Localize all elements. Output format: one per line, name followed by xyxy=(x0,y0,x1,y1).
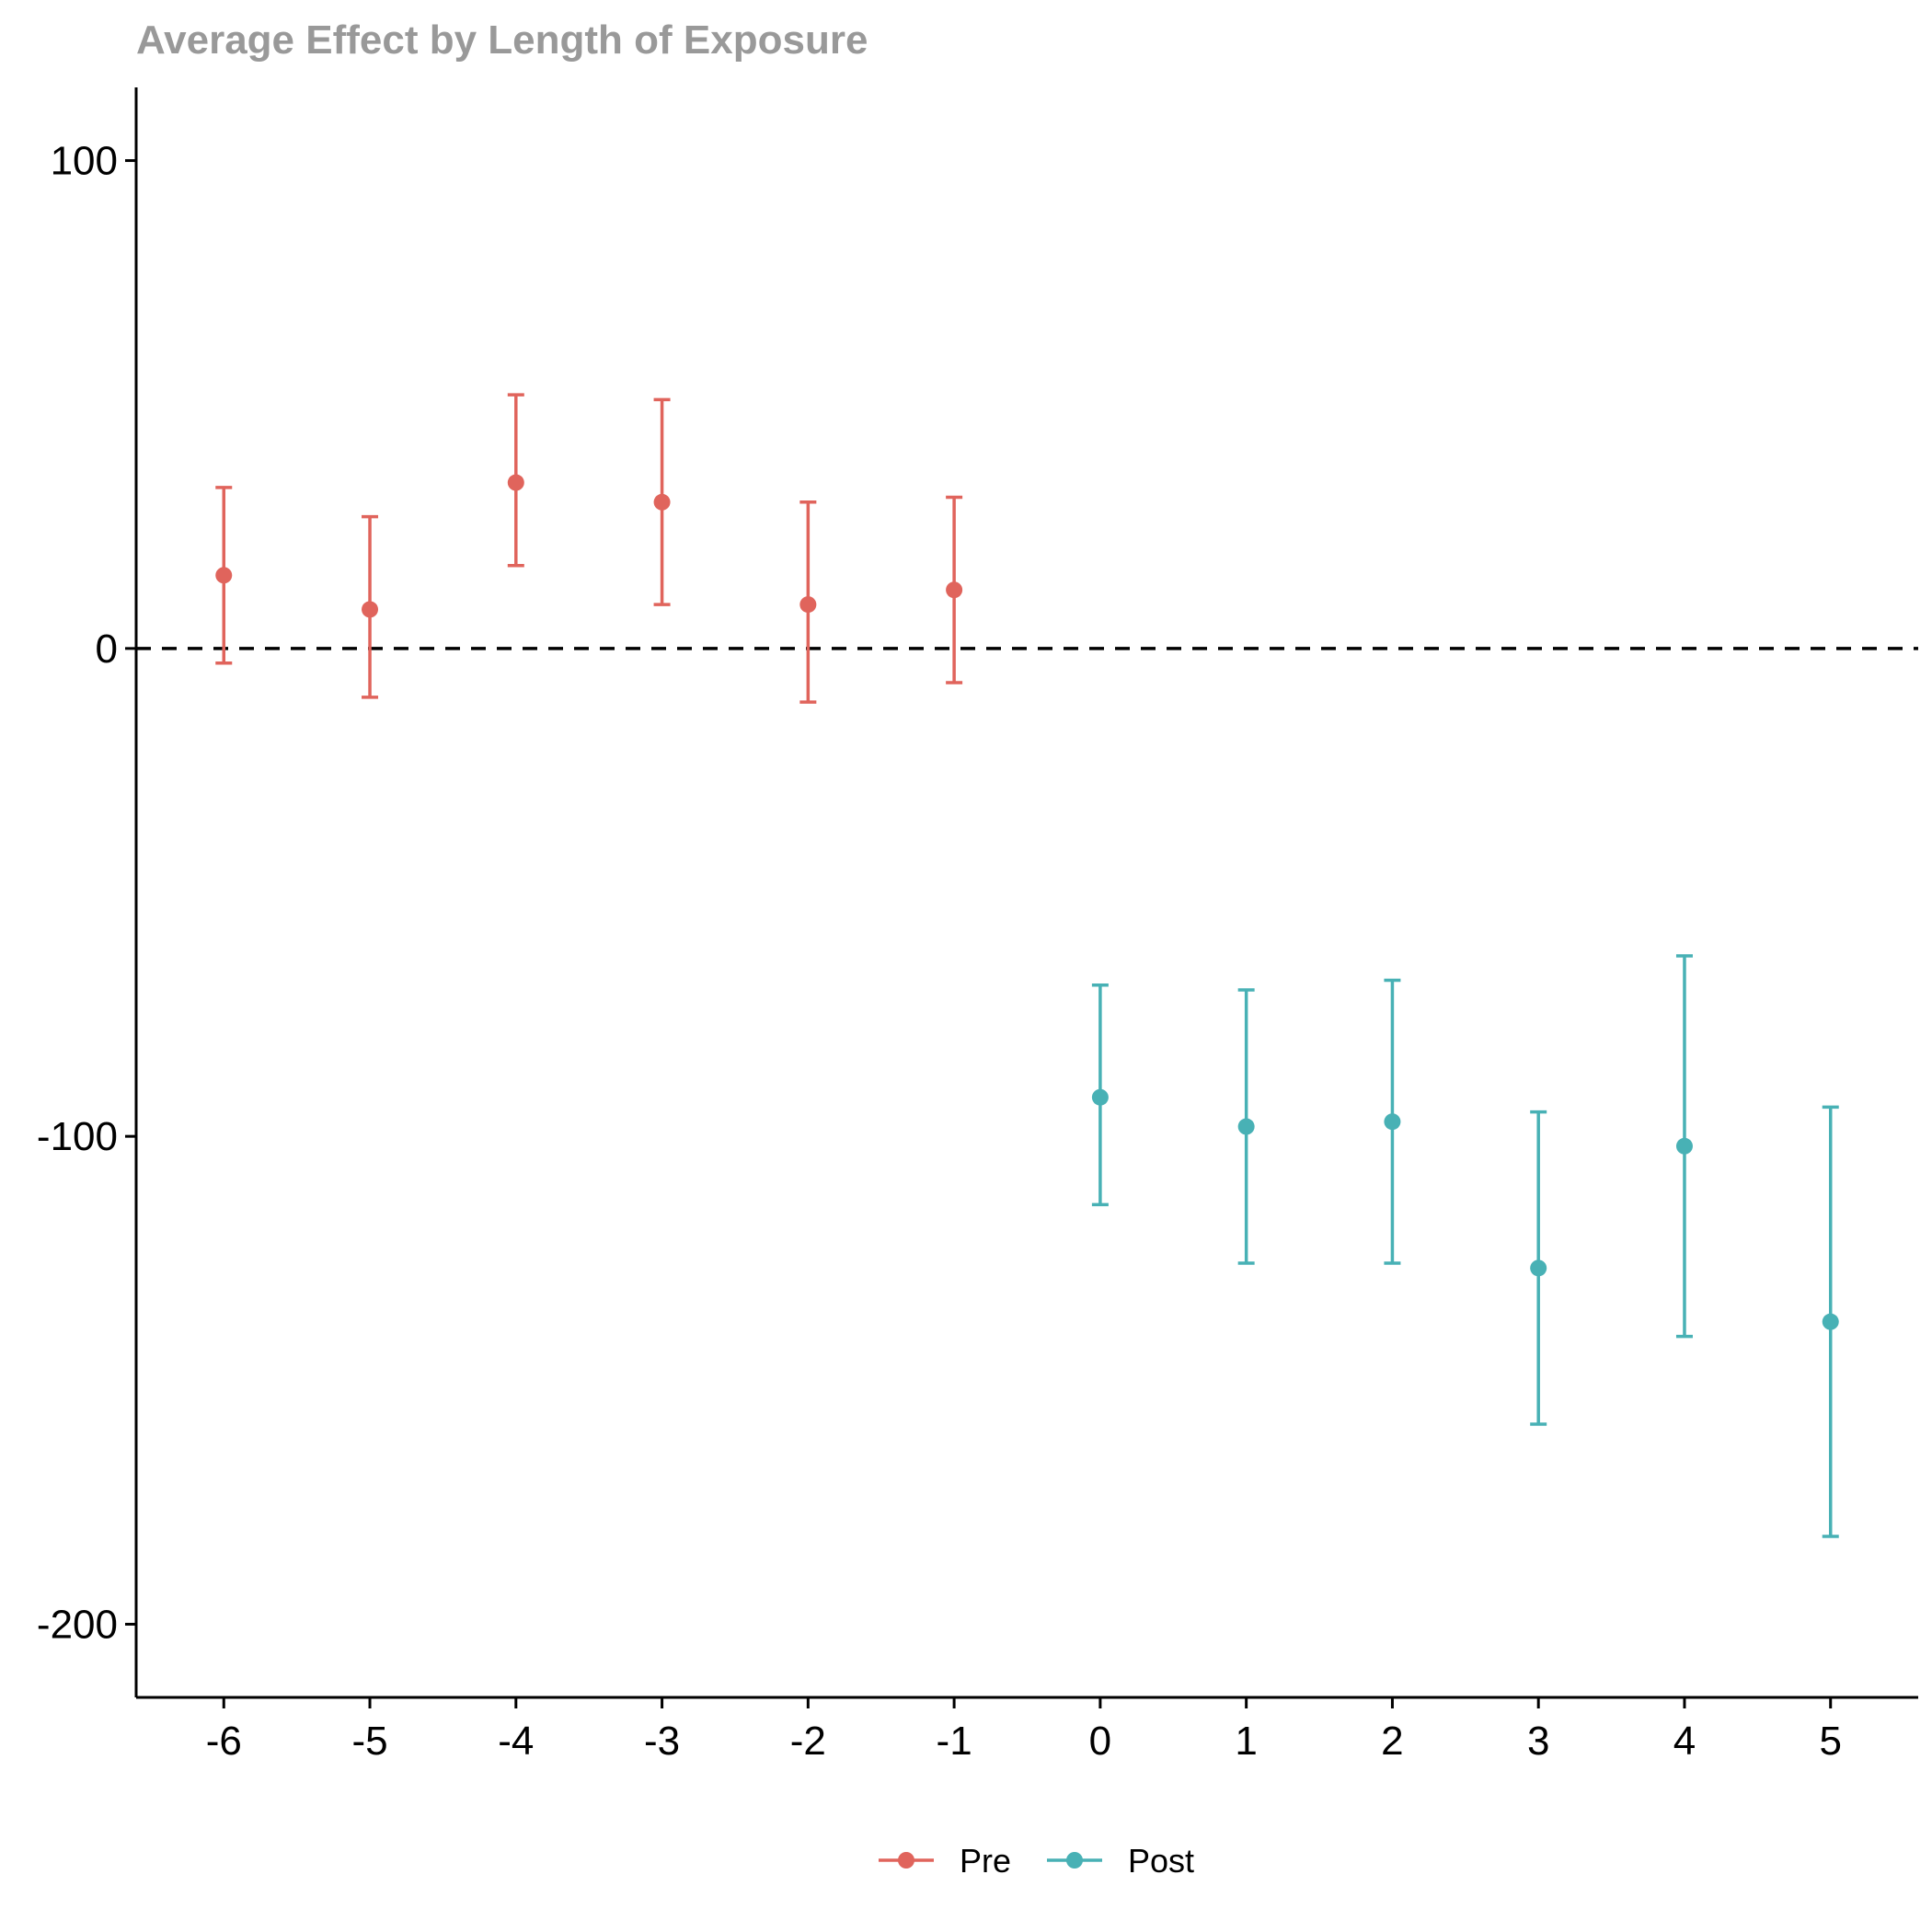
x-tick-label: 0 xyxy=(1089,1719,1111,1764)
y-tick-label: 100 xyxy=(51,139,118,184)
y-tick-label: -100 xyxy=(37,1114,118,1159)
point-estimate xyxy=(362,601,379,618)
x-tick-label: -1 xyxy=(937,1719,972,1764)
point-estimate xyxy=(215,567,233,584)
point-estimate xyxy=(1675,1137,1693,1155)
point-estimate xyxy=(507,474,524,491)
point-estimate xyxy=(1237,1118,1255,1135)
x-tick-label: -6 xyxy=(206,1719,242,1764)
point-estimate xyxy=(653,493,671,511)
point-estimate xyxy=(946,581,963,599)
y-tick-label: 0 xyxy=(96,627,118,672)
x-tick-label: 2 xyxy=(1381,1719,1403,1764)
series-post xyxy=(1091,954,1839,1538)
legend-label-post: Post xyxy=(1128,1842,1194,1880)
x-tick-label: 5 xyxy=(1819,1719,1841,1764)
x-tick-label: -2 xyxy=(790,1719,826,1764)
point-estimate xyxy=(1530,1259,1547,1277)
legend-label-pre: Pre xyxy=(960,1842,1011,1880)
series-pre xyxy=(215,393,963,704)
x-tick-label: -5 xyxy=(351,1719,387,1764)
point-estimate xyxy=(1091,1088,1109,1106)
legend-key-dot-pre xyxy=(898,1852,914,1869)
point-estimate xyxy=(799,596,817,614)
x-tick-label: -4 xyxy=(498,1719,534,1764)
x-tick-label: 4 xyxy=(1673,1719,1696,1764)
x-tick-label: -3 xyxy=(644,1719,680,1764)
chart-title: Average Effect by Length of Exposure xyxy=(136,17,868,63)
legend: Pre Post xyxy=(879,1842,1194,1880)
x-tick-label: 3 xyxy=(1527,1719,1549,1764)
y-tick-label: -200 xyxy=(37,1602,118,1647)
x-tick-label: 1 xyxy=(1235,1719,1257,1764)
point-estimate xyxy=(1384,1113,1401,1131)
legend-key-dot-post xyxy=(1066,1852,1083,1869)
point-estimate xyxy=(1822,1313,1839,1330)
